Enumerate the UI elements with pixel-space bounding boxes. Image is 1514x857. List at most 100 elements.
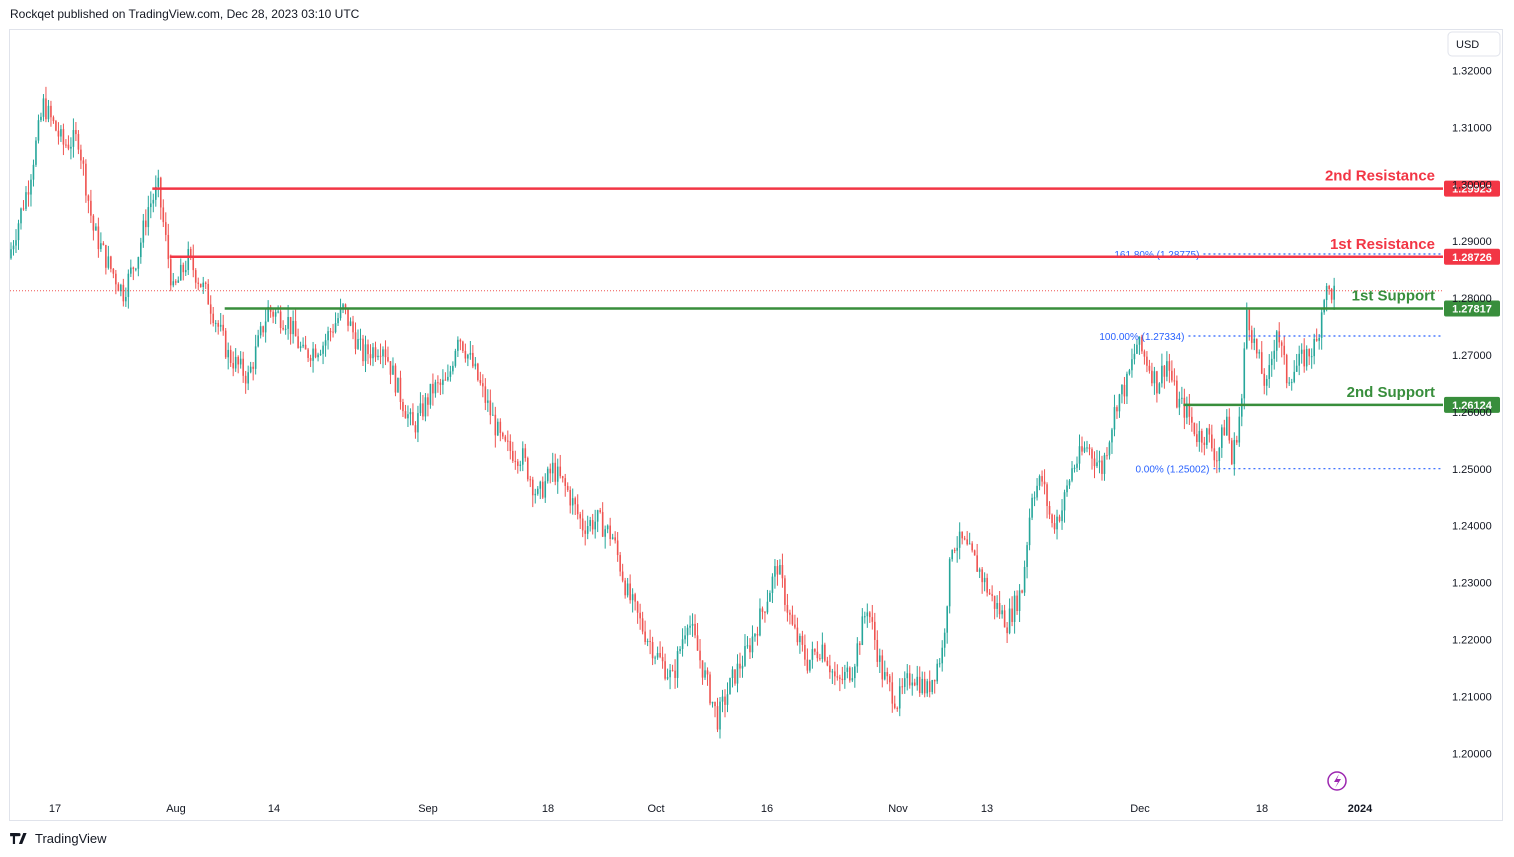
candle-body: [1245, 309, 1248, 349]
candle-body: [22, 208, 25, 210]
candle-body: [334, 323, 337, 333]
candle-body: [998, 603, 1001, 615]
candle-body: [1103, 455, 1106, 474]
candle-body: [973, 550, 976, 556]
candle-body: [1043, 481, 1046, 485]
candle-body: [1108, 442, 1111, 456]
candle-body: [649, 641, 651, 643]
candle-body: [1016, 595, 1018, 611]
candle-body: [1048, 506, 1051, 515]
candle-body: [347, 309, 349, 326]
candle-body: [332, 331, 334, 333]
price-tick-label: 1.25000: [1452, 464, 1492, 476]
candle-body: [1171, 370, 1173, 381]
candle-body: [32, 164, 35, 180]
candle-body: [671, 670, 674, 672]
candle-body: [1086, 447, 1088, 449]
candle-body: [861, 616, 864, 646]
candle-body: [1330, 289, 1333, 300]
candle-body: [57, 130, 60, 137]
candle-body: [1201, 430, 1203, 443]
candle-body: [234, 356, 237, 369]
candle-body: [1253, 338, 1256, 343]
candle-body: [749, 645, 751, 653]
candle-body: [1148, 365, 1151, 371]
candle-body: [164, 222, 167, 235]
candle-body: [407, 414, 409, 419]
candle-body: [549, 468, 552, 474]
candle-body: [509, 441, 512, 451]
candle-body: [449, 371, 452, 377]
candle-body: [507, 440, 509, 442]
currency-button[interactable]: USD: [1447, 31, 1501, 57]
candle-body: [1295, 365, 1298, 372]
candle-body: [961, 531, 963, 539]
candle-body: [42, 98, 45, 117]
candle-body: [741, 665, 744, 669]
candle-body: [699, 650, 701, 661]
candle-body: [624, 580, 626, 596]
candle-body: [382, 349, 384, 357]
chart-frame: [9, 29, 1503, 821]
candle-body: [402, 401, 404, 412]
candle-body: [309, 357, 312, 361]
candle-body: [1118, 394, 1121, 412]
candle-body: [349, 321, 352, 326]
candle-body: [469, 352, 472, 355]
candle-body: [529, 479, 532, 481]
candle-body: [145, 220, 147, 228]
candle-body: [594, 521, 596, 530]
candle-body: [289, 316, 292, 335]
candle-body: [751, 636, 754, 653]
candle-body: [1206, 428, 1208, 445]
lightning-icon[interactable]: [1327, 771, 1347, 791]
candle-body: [224, 330, 227, 358]
publish-attribution: Rockqet published on TradingView.com, De…: [10, 7, 360, 21]
candle-body: [1061, 510, 1063, 522]
candle-body: [1076, 463, 1078, 468]
candle-body: [921, 678, 924, 694]
candle-body: [182, 264, 185, 273]
candle-body: [199, 283, 202, 288]
candle-body: [352, 321, 354, 333]
candle-body: [1258, 352, 1261, 354]
candle-body: [1081, 446, 1083, 452]
candle-body: [948, 559, 951, 607]
price-tick-label: 1.31000: [1452, 122, 1492, 134]
candle-body: [908, 673, 911, 686]
candle-body: [926, 681, 929, 694]
candle-body: [641, 618, 644, 632]
candle-body: [956, 547, 958, 551]
price-tick-label: 1.29000: [1452, 236, 1492, 248]
candle-body: [651, 642, 654, 659]
candle-body: [337, 318, 339, 324]
footer-brand: TradingView: [10, 831, 107, 846]
candle-body: [756, 634, 759, 636]
levels-layer: 2nd Resistance 1.29923 1st Resistance 1.287…: [152, 168, 1500, 413]
candle-body: [392, 365, 394, 375]
candle-body: [379, 355, 382, 357]
candle-body: [551, 462, 554, 474]
candle-body: [1051, 514, 1053, 524]
candle-body: [342, 304, 344, 308]
candle-body: [1191, 416, 1193, 423]
candle-body: [162, 207, 165, 223]
candle-body: [694, 623, 696, 636]
candle-body: [1021, 590, 1023, 593]
candle-body: [1275, 331, 1278, 351]
candle-body: [1073, 467, 1076, 469]
candle-body: [247, 372, 249, 384]
candle-body: [297, 336, 299, 348]
candle-body: [626, 583, 629, 596]
candle-body: [1008, 608, 1011, 634]
candle-body: [1113, 407, 1116, 430]
candle-body: [871, 617, 874, 622]
time-tick-label: 17: [49, 803, 61, 815]
candle-body: [274, 312, 277, 317]
candle-body: [484, 386, 487, 403]
candle-body: [82, 160, 85, 164]
price-tick-label: 1.21000: [1452, 691, 1492, 703]
candle-body: [963, 538, 966, 540]
candle-body: [936, 663, 939, 682]
